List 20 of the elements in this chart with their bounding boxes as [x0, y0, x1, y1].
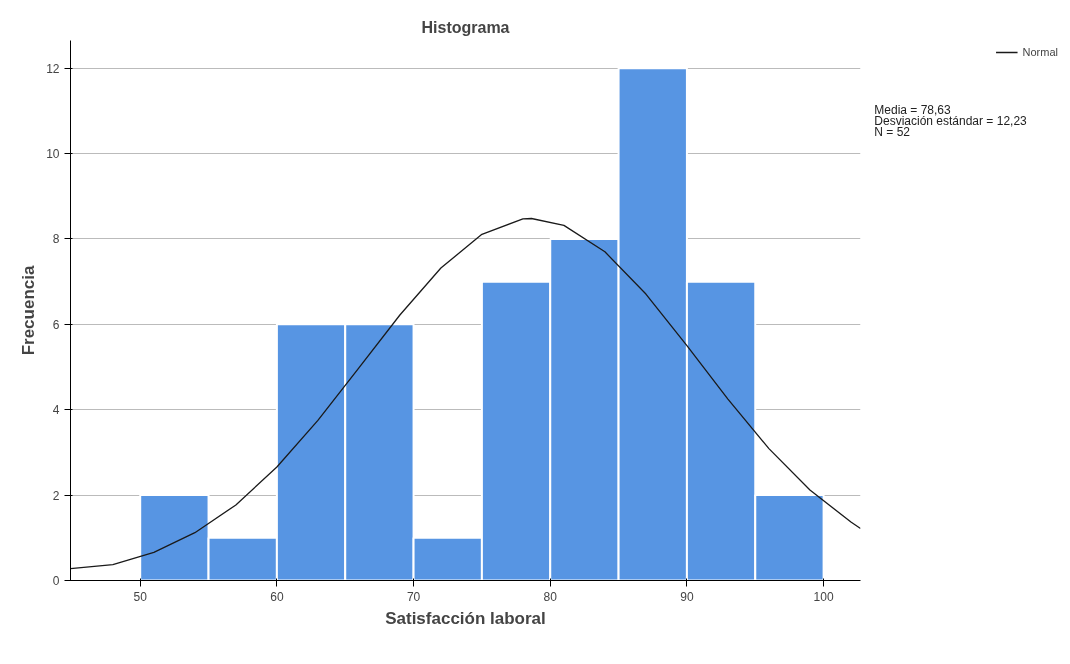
y-tick-label: 2	[52, 488, 60, 503]
x-tick-label: 90	[680, 589, 694, 604]
y-tick-label: 6	[52, 317, 60, 332]
x-tick-label: 60	[270, 589, 284, 604]
legend-label: Normal	[1022, 46, 1058, 58]
line-series	[70, 217, 861, 570]
y-tick-label: 4	[52, 403, 60, 418]
y-axis-title: Frecuencia	[19, 265, 39, 356]
chart-title: Histograma	[421, 18, 510, 36]
x-tick-label: 50	[133, 589, 148, 604]
text: Media = 78,63	[874, 102, 952, 117]
x-axis-title: Satisfacción laboral	[385, 608, 546, 628]
x-tick-label: 70	[406, 589, 421, 604]
y-tick-label: 8	[52, 232, 60, 247]
y-tick-label: 12	[46, 61, 60, 76]
text: N = 52	[874, 125, 911, 140]
x-tick-label: 100	[813, 589, 834, 604]
y-tick-label: 0	[52, 574, 60, 588]
y-tick-label: 10	[46, 147, 60, 162]
x-tick-label: 80	[543, 589, 558, 604]
